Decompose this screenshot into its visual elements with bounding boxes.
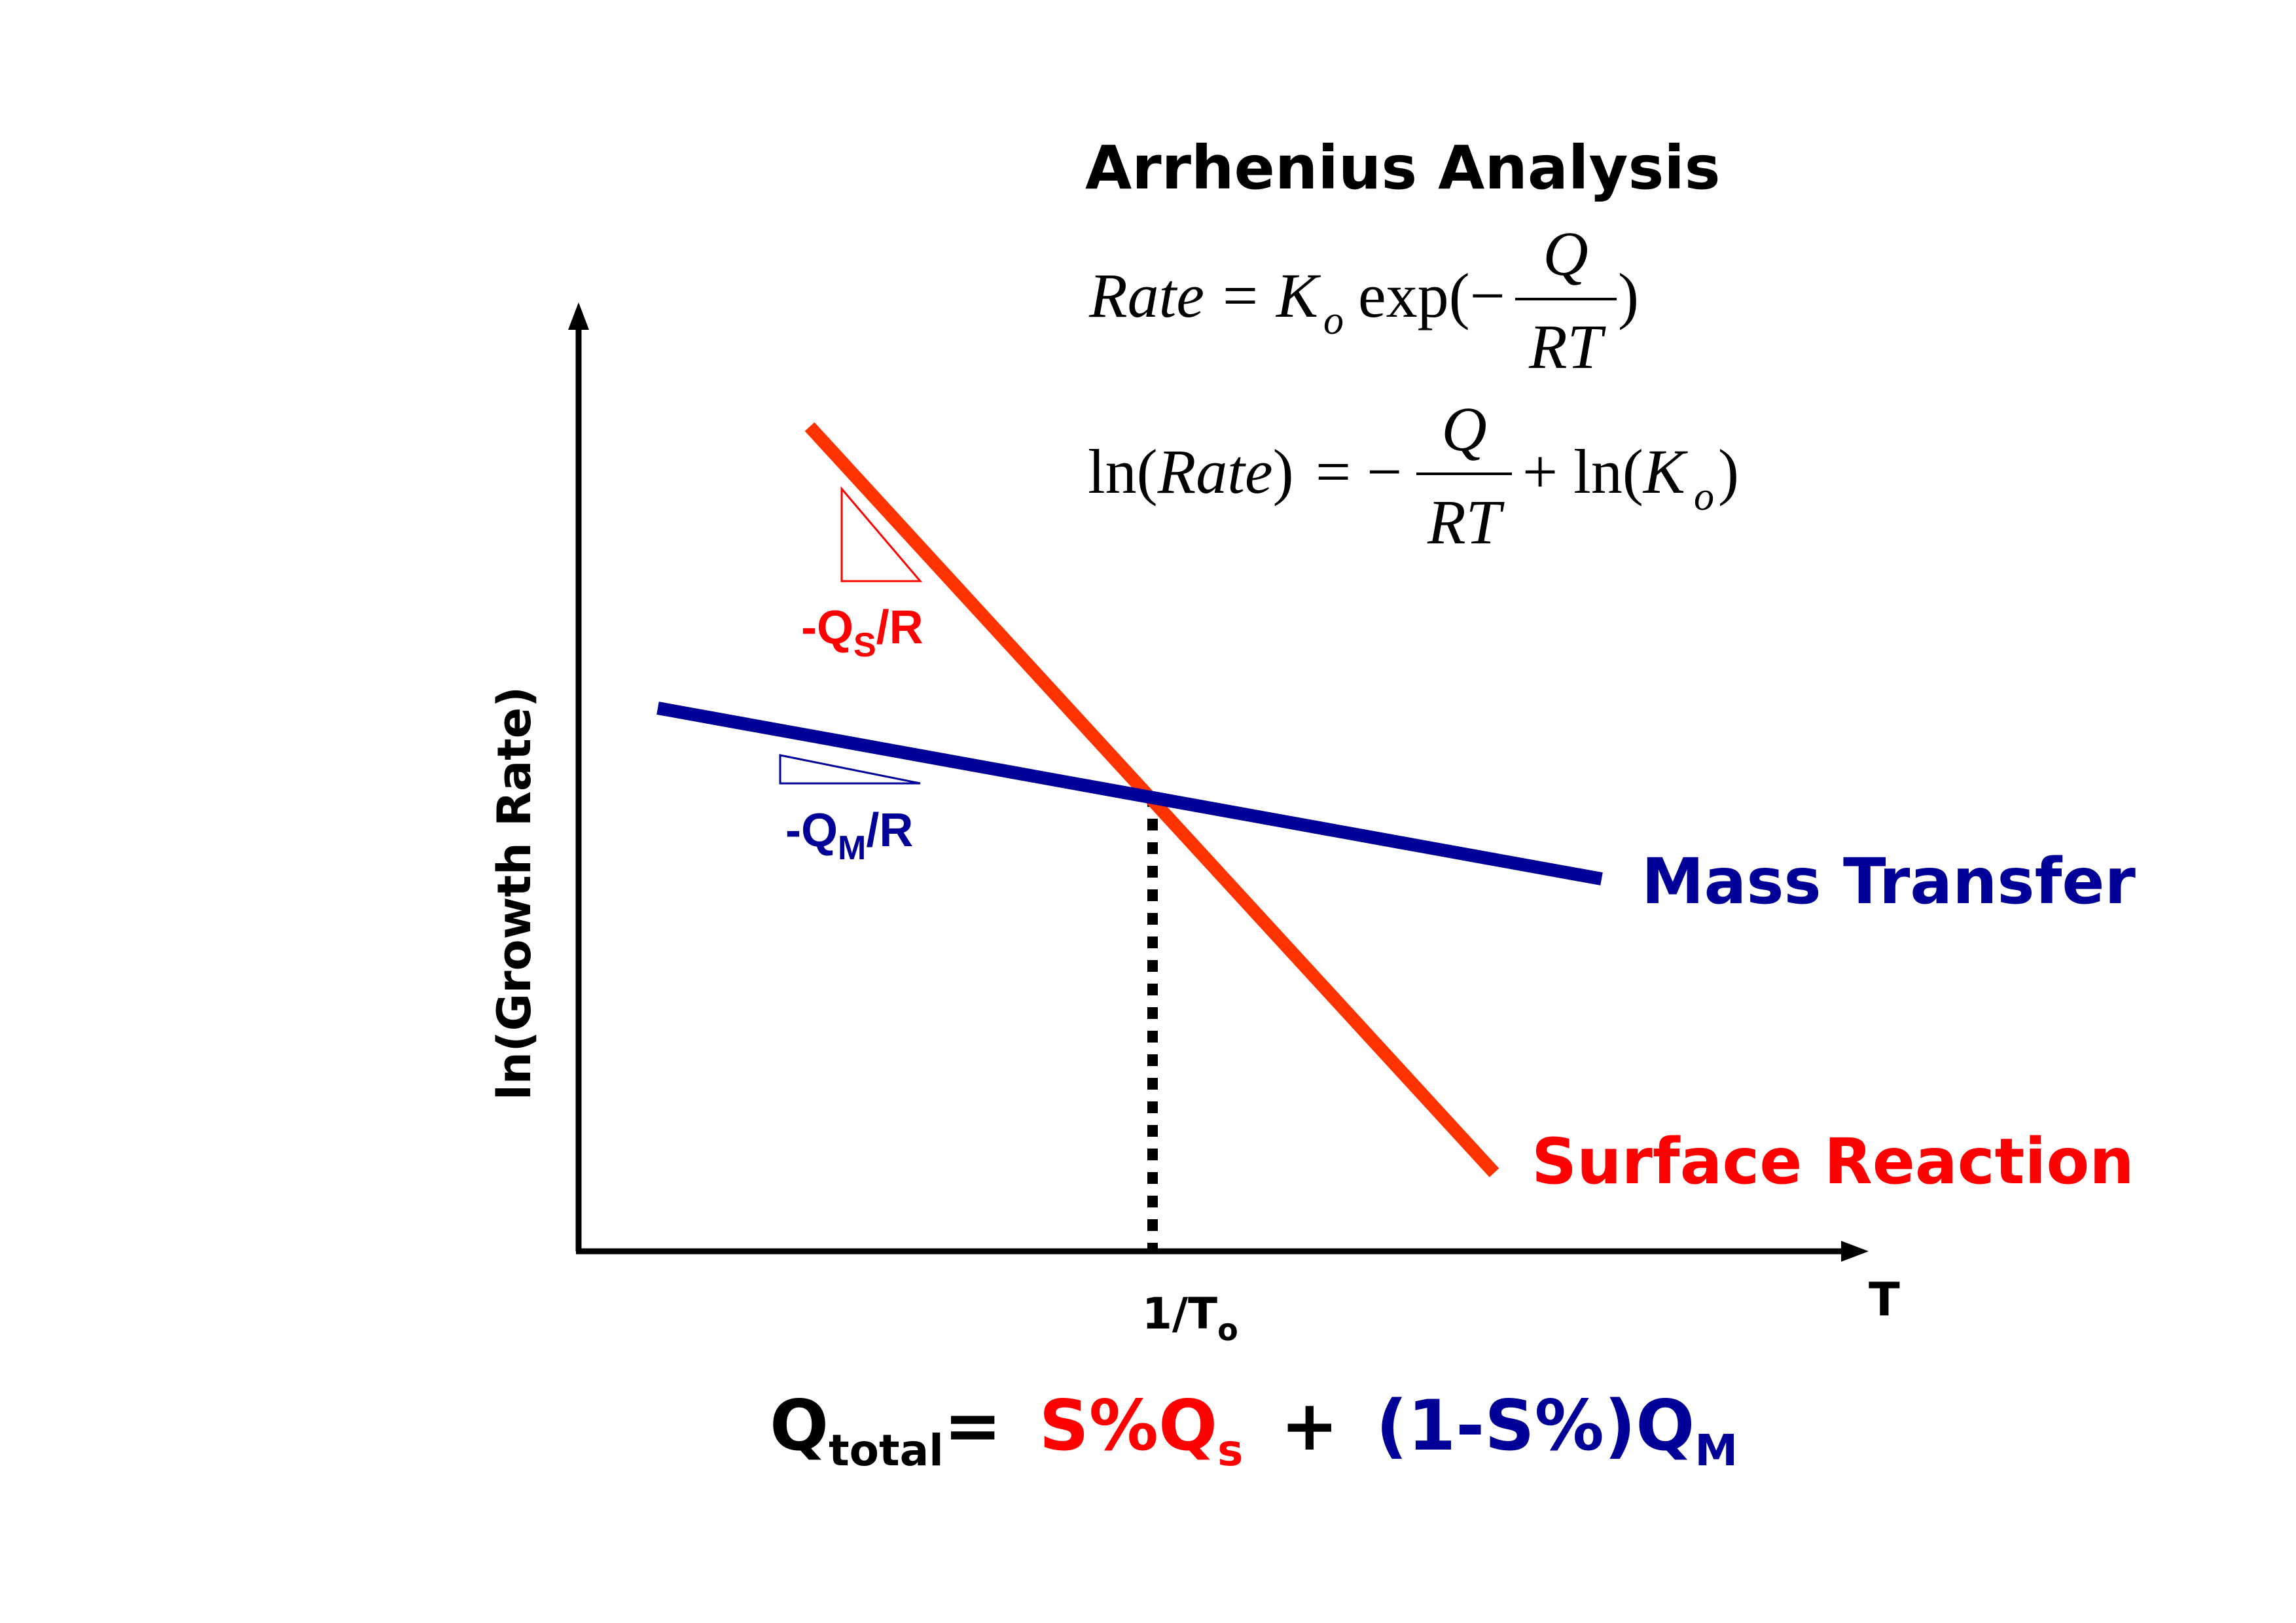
eq2-plus-ln: + ln(	[1522, 437, 1643, 507]
eq1-lhs: Rate	[1088, 260, 1204, 330]
y-axis-arrowhead	[568, 302, 589, 330]
mass-slope-label: -QM/R	[785, 804, 913, 867]
eq2-k: K	[1642, 437, 1689, 507]
q-total-formula: Qtotal= S%Qs + (1-S%)QM	[770, 1385, 1738, 1482]
x-axis-arrowhead	[1841, 1241, 1869, 1262]
eq1-denominator: RT	[1528, 312, 1607, 382]
eq2-denominator: RT	[1427, 487, 1505, 557]
eq1-exp: exp(−	[1358, 260, 1505, 330]
x-tick-label: 1/To	[1142, 1289, 1238, 1347]
svg-text:ln(Rate): ln(Rate)	[1088, 437, 1294, 507]
eq2-equals: = −	[1316, 437, 1402, 507]
svg-text:+ ln(K: + ln(K	[1522, 437, 1689, 507]
eq2-ln-close: )	[1273, 437, 1294, 507]
mass-transfer-line	[656, 702, 1603, 885]
eq2-close: )	[1718, 437, 1739, 507]
eq1-close: )	[1618, 260, 1639, 330]
x-axis-label: T	[1869, 1273, 1900, 1327]
equation-rate: Rate = K o exp(− Q RT )	[1088, 219, 1639, 382]
eq2-numerator: Q	[1441, 394, 1486, 464]
equation-ln-rate: ln(Rate) = − Q RT + ln(K o )	[1088, 394, 1739, 557]
mass-slope-triangle	[779, 754, 921, 785]
eq2-ln-open: ln(	[1088, 437, 1158, 507]
surface-slope-triangle	[840, 486, 923, 582]
eq2-k-sub: o	[1694, 474, 1714, 519]
eq1-k-sub: o	[1323, 298, 1344, 343]
eq1-numerator: Q	[1543, 219, 1588, 289]
eq2-lhs: Rate	[1157, 437, 1273, 507]
eq1-k: K	[1275, 260, 1321, 330]
surface-slope-label: -QS/R	[801, 601, 924, 664]
eq1-equals: =	[1223, 260, 1258, 330]
title: Arrhenius Analysis	[1085, 133, 1721, 203]
mass-transfer-label: Mass Transfer	[1641, 845, 2136, 918]
y-axis-label: ln(Growth Rate)	[488, 687, 541, 1100]
surface-reaction-label: Surface Reaction	[1532, 1125, 2134, 1198]
